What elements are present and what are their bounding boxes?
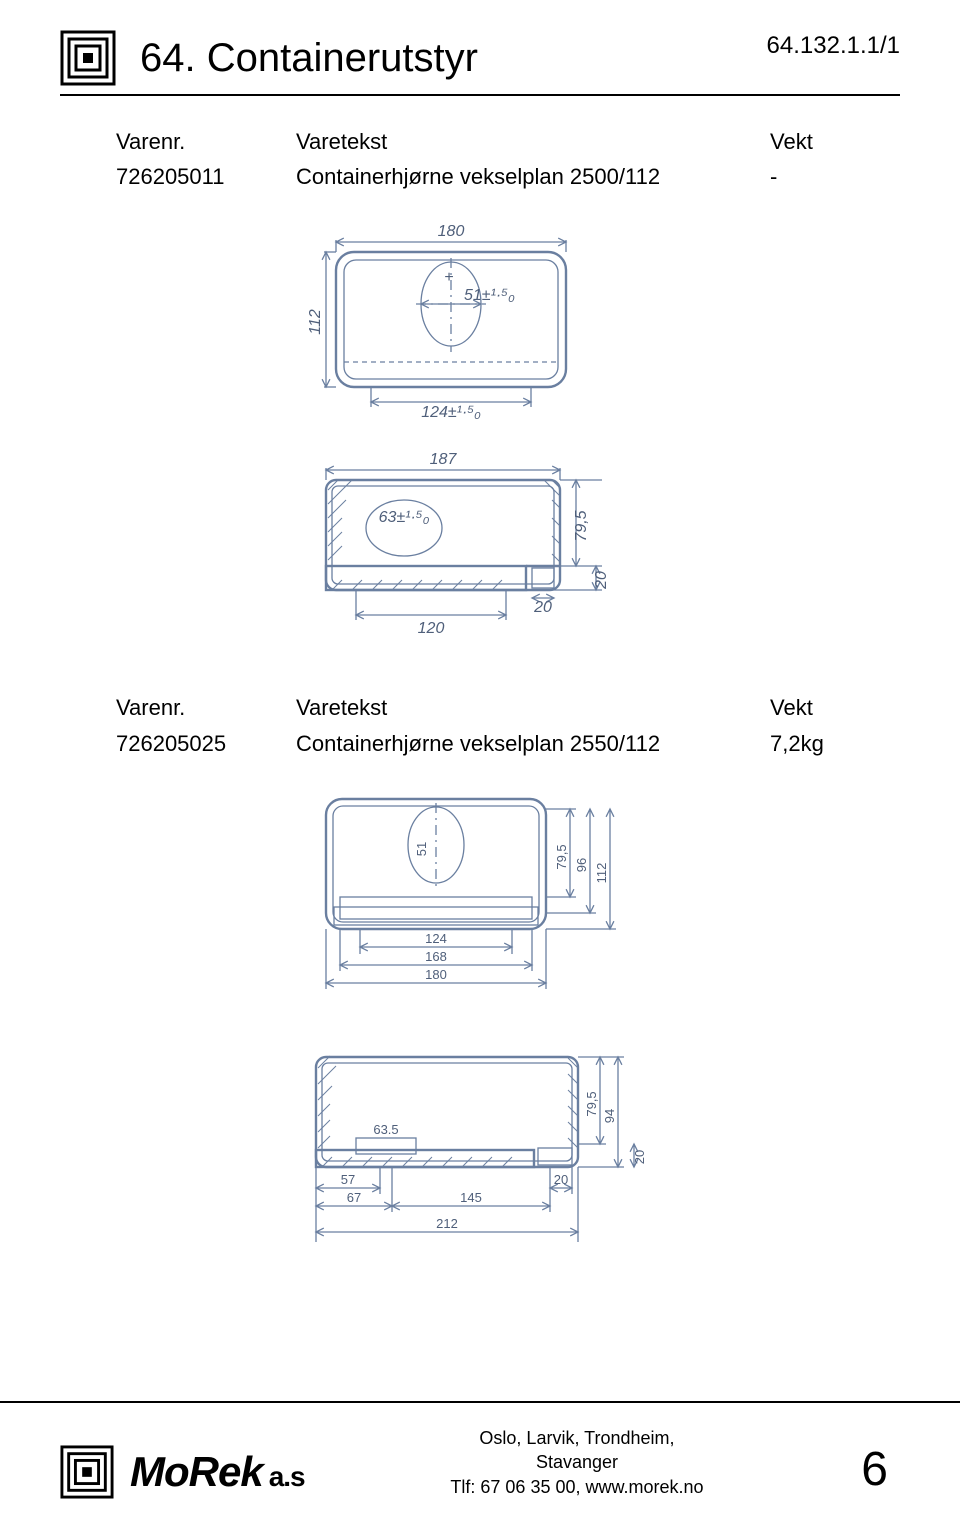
dim-124: 124 [425, 931, 447, 946]
dim-57: 57 [341, 1172, 355, 1187]
diagram-1-side: 63±¹·⁵₀ 187 120 20 79,5 20 [276, 440, 656, 650]
figure-2: 51 124 168 180 79,5 96 [276, 779, 880, 1262]
page-title: 64. Containerutstyr [140, 36, 478, 81]
col-header-varetekst: Varetekst [296, 690, 770, 725]
dim-112: 112 [594, 862, 609, 883]
dim-63: 63±¹·⁵₀ [379, 509, 430, 526]
table-row: 726205025 Containerhjørne vekselplan 255… [116, 726, 880, 761]
header-left: 64. Containerutstyr [60, 30, 478, 86]
header: 64. Containerutstyr 64.132.1.1/1 [60, 30, 900, 86]
diagram-2-top: 51 124 168 180 79,5 96 [276, 779, 676, 1014]
diagram-2-side: 63.5 57 67 145 20 212 79,5 [276, 1032, 696, 1262]
title-underline [60, 94, 900, 96]
footer-line1: Oslo, Larvik, Trondheim, [305, 1426, 850, 1450]
dim-51: 51 [414, 842, 429, 856]
table-header-row: Varenr. Varetekst Vekt [116, 124, 880, 159]
dim-67: 67 [347, 1190, 361, 1205]
cell-vekt: 7,2kg [770, 726, 880, 761]
footer-divider [0, 1401, 960, 1403]
page-code: 64.132.1.1/1 [767, 32, 900, 60]
dim-212: 212 [436, 1216, 458, 1231]
dim-145: 145 [460, 1190, 482, 1205]
dim-51: 51±¹·⁵₀ [464, 287, 515, 304]
cell-varenr: 726205011 [116, 159, 296, 194]
diagram-1-top: + 180 112 51±¹·⁵₀ 124±¹·⁵₀ [276, 212, 616, 422]
footer-brand-text: MoReka.s [130, 1448, 305, 1496]
dim-20notch: 20 [533, 599, 552, 616]
page-number: 6 [849, 1440, 900, 1499]
figure-1: + 180 112 51±¹·⁵₀ 124±¹·⁵₀ [276, 212, 880, 650]
footer: MoReka.s Oslo, Larvik, Trondheim, Stavan… [60, 1426, 900, 1499]
brand-suffix: a.s [269, 1461, 305, 1492]
cell-varetekst: Containerhjørne vekselplan 2500/112 [296, 159, 770, 194]
col-header-varenr: Varenr. [116, 124, 296, 159]
table-row: 726205011 Containerhjørne vekselplan 250… [116, 159, 880, 194]
dim-20: 20 [593, 571, 610, 590]
cell-varetekst: Containerhjørne vekselplan 2550/112 [296, 726, 770, 761]
cell-vekt: - [770, 159, 880, 194]
dim-79-5: 79,5 [554, 844, 569, 869]
table-header-row: Varenr. Varetekst Vekt [116, 690, 880, 725]
dim-120: 120 [418, 620, 445, 637]
dim-79-5b: 79,5 [584, 1091, 599, 1116]
col-header-varetekst: Varetekst [296, 124, 770, 159]
concentric-square-logo-icon [60, 30, 116, 86]
dim-187: 187 [430, 451, 458, 468]
dim-180: 180 [438, 223, 465, 240]
footer-line3: Tlf: 67 06 35 00, www.morek.no [305, 1475, 850, 1499]
col-header-varenr: Varenr. [116, 690, 296, 725]
dim-20c: 20 [632, 1150, 647, 1164]
cell-varenr: 726205025 [116, 726, 296, 761]
footer-address: Oslo, Larvik, Trondheim, Stavanger Tlf: … [305, 1426, 850, 1499]
dim-94: 94 [602, 1109, 617, 1123]
dim-20b: 20 [554, 1172, 568, 1187]
dim-124: 124±¹·⁵₀ [421, 404, 481, 421]
content: Varenr. Varetekst Vekt 726205011 Contain… [60, 124, 900, 1262]
concentric-square-logo-icon [60, 1445, 114, 1499]
footer-brand-block: MoReka.s [60, 1445, 305, 1499]
dim-168: 168 [425, 949, 447, 964]
svg-text:+: + [444, 269, 453, 286]
dim-63-5: 63.5 [373, 1122, 398, 1137]
dim-180: 180 [425, 967, 447, 982]
footer-line2: Stavanger [305, 1450, 850, 1474]
col-header-vekt: Vekt [770, 124, 880, 159]
col-header-vekt: Vekt [770, 690, 880, 725]
dim-96: 96 [574, 858, 589, 872]
dim-112: 112 [307, 310, 324, 336]
brand-name: MoRek [130, 1448, 263, 1495]
dim-79-5: 79,5 [573, 511, 590, 542]
